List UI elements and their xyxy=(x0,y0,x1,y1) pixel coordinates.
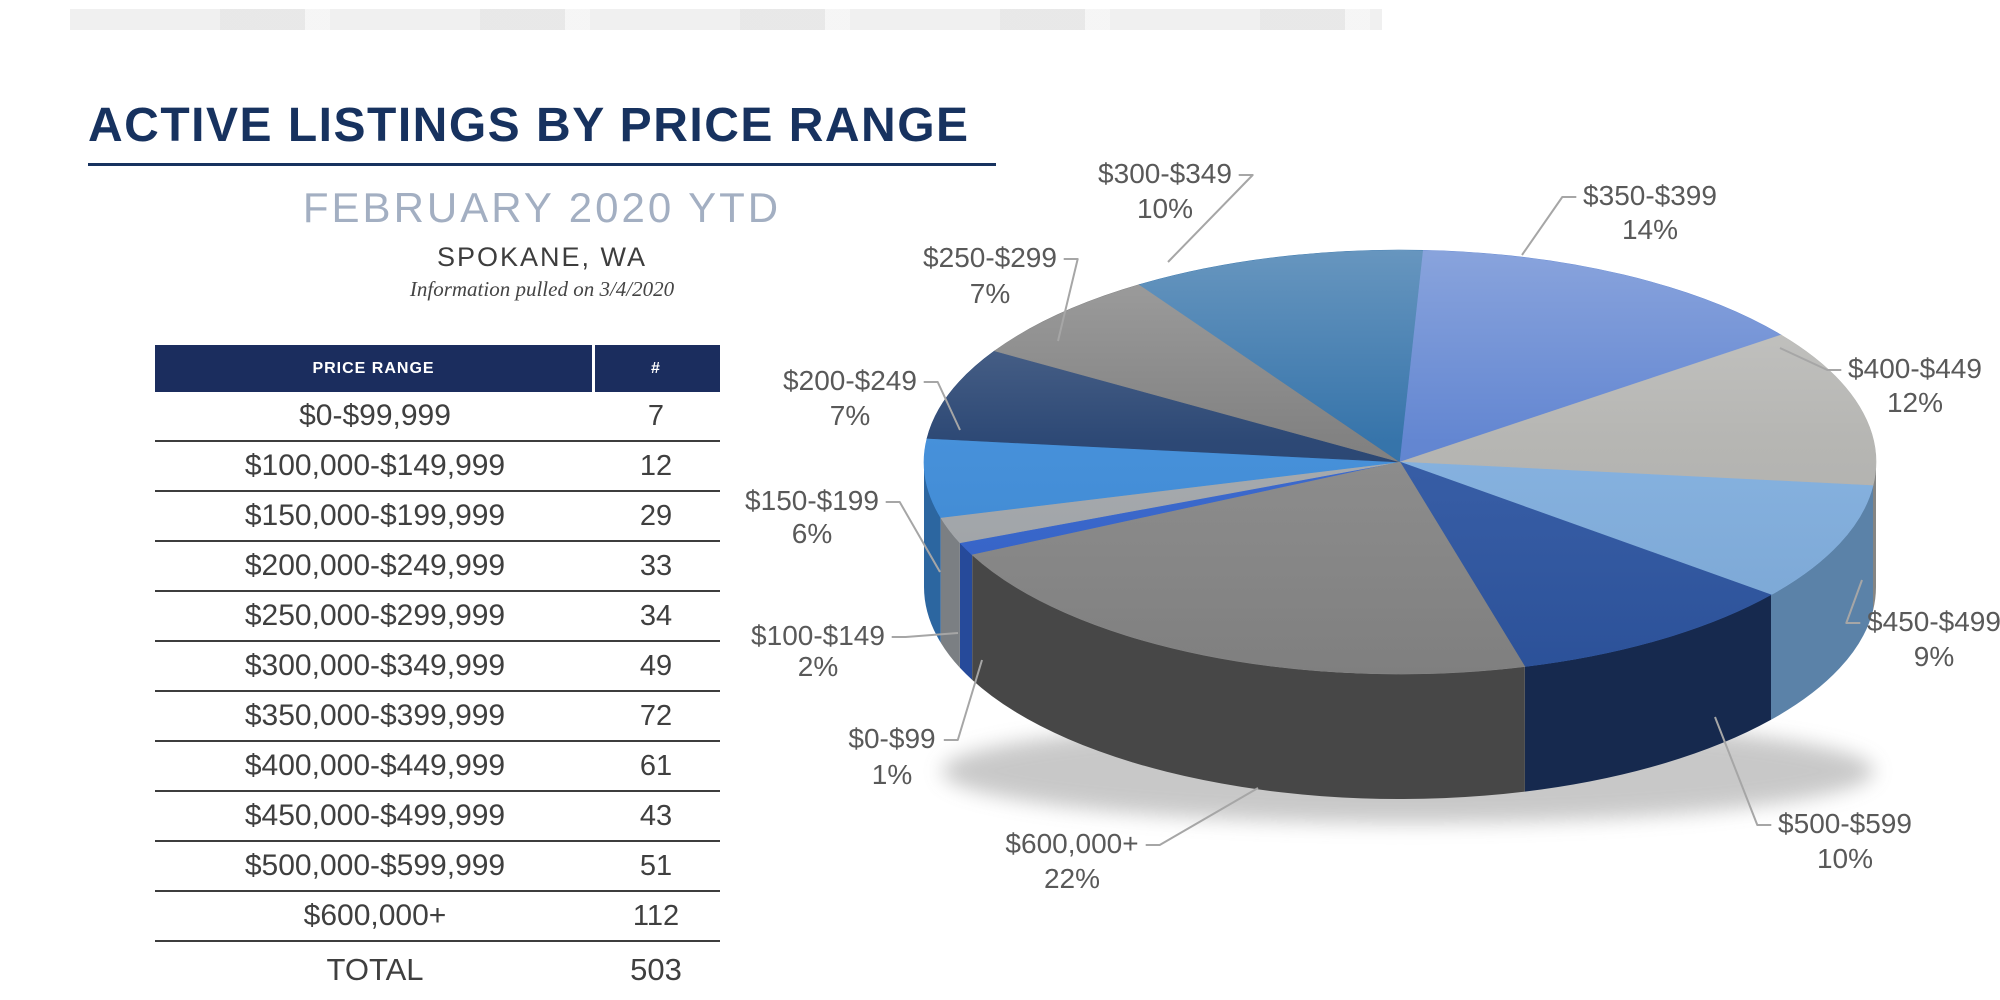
count-cell: 61 xyxy=(639,749,673,782)
pie-label-range-$350-$399: $350-$399 xyxy=(1583,180,1717,211)
price-range-cell: $200,000-$249,999 xyxy=(244,549,506,582)
table-row: $100,000-$149,999 12 xyxy=(155,442,720,492)
pie-leader-$300-$349 xyxy=(1167,174,1254,263)
count-cell: 34 xyxy=(639,599,673,632)
pie-slice-side-$500-$599 xyxy=(1524,594,1771,792)
pie-label-range-$250-$299: $250-$299 xyxy=(923,242,1057,273)
pie-label-range-$100-$149: $100-$149 xyxy=(751,620,885,651)
pie-label-range-$0-$99: $0-$99 xyxy=(848,723,935,754)
table-row: $200,000-$249,999 33 xyxy=(155,542,720,592)
count-cell: 12 xyxy=(639,449,673,482)
pie-label-range-$600,000+: $600,000+ xyxy=(1005,828,1138,859)
total-value: 503 xyxy=(630,952,682,987)
column-header-price-range: PRICE RANGE xyxy=(155,345,595,392)
pulled-date-note: Information pulled on 3/4/2020 xyxy=(409,277,675,301)
table-body: $0-$99,999 7 $100,000-$149,999 12 $150,000-$… xyxy=(155,392,720,942)
table-row: $300,000-$349,999 49 xyxy=(155,642,720,692)
table-row: $400,000-$449,999 61 xyxy=(155,742,720,792)
column-header-count: # xyxy=(651,359,661,377)
top-faint-strip xyxy=(70,9,1382,30)
price-range-cell: $600,000+ xyxy=(303,899,447,932)
pie-leader-$350-$399 xyxy=(1521,196,1577,256)
table-header-row: PRICE RANGE # xyxy=(155,345,720,392)
pie-label-pct-$0-$99: 1% xyxy=(872,759,912,790)
price-range-cell: $150,000-$199,999 xyxy=(244,499,506,532)
total-label: TOTAL xyxy=(326,952,424,987)
pie-slice-side-$400-$449 xyxy=(1873,462,1876,611)
pie-label-pct-$100-$149: 2% xyxy=(798,651,838,682)
count-cell: 112 xyxy=(632,899,680,932)
table-row: $500,000-$599,999 51 xyxy=(155,842,720,892)
price-range-cell: $300,000-$349,999 xyxy=(244,649,506,682)
count-cell: 51 xyxy=(639,849,673,882)
count-cell: 7 xyxy=(647,399,665,432)
title-block: ACTIVE LISTINGS BY PRICE RANGE xyxy=(88,98,996,166)
pie-label-pct-$400-$449: 12% xyxy=(1887,387,1943,418)
location-label: SPOKANE, WA xyxy=(436,242,648,272)
price-range-cell: $350,000-$399,999 xyxy=(244,699,506,732)
pie-label-range-$200-$249: $200-$249 xyxy=(783,365,917,396)
pie-slice-side-$100-$149 xyxy=(940,517,960,668)
count-cell: 49 xyxy=(639,649,673,682)
count-cell: 72 xyxy=(639,699,673,732)
pie-slice-side-$450-$499 xyxy=(1771,485,1873,720)
pie-leader-$100-$149 xyxy=(891,632,959,638)
pie-label-range-$300-$349: $300-$349 xyxy=(1098,158,1232,189)
page-subtitle: FEBRUARY 2020 YTD xyxy=(302,184,782,231)
table-row: $250,000-$299,999 34 xyxy=(155,592,720,642)
price-range-cell: $100,000-$149,999 xyxy=(244,449,506,482)
pie-leader-$450-$499 xyxy=(1845,579,1863,624)
pie-label-pct-$150-$199: 6% xyxy=(792,518,832,549)
price-range-cell: $400,000-$449,999 xyxy=(244,749,506,782)
price-range-table: PRICE RANGE # $0-$99,999 7 $100,000-$149,9… xyxy=(155,345,720,998)
pie-slice-side-$150-$199 xyxy=(924,462,941,643)
table-total-row: TOTAL 503 xyxy=(155,942,720,998)
pie-leader-$400-$449 xyxy=(1779,347,1842,371)
pie-leader-$0-$99 xyxy=(943,659,983,741)
pie-leader-$150-$199 xyxy=(885,501,941,573)
pie-leader-$200-$249 xyxy=(923,381,961,431)
count-cell: 43 xyxy=(639,799,673,832)
pie-label-range-$400-$449: $400-$449 xyxy=(1848,353,1982,384)
pie-label-pct-$450-$499: 9% xyxy=(1914,641,1954,672)
pie-slice-side-$0-$99 xyxy=(959,542,973,680)
pie-label-range-$150-$199: $150-$199 xyxy=(745,485,879,516)
table-row: $600,000+ 112 xyxy=(155,892,720,942)
pie-leader-$500-$599 xyxy=(1714,716,1772,826)
price-range-cell: $500,000-$599,999 xyxy=(244,849,506,882)
table-row: $150,000-$199,999 29 xyxy=(155,492,720,542)
pie-leader-$600,000+ xyxy=(1145,787,1259,846)
pie-label-pct-$500-$599: 10% xyxy=(1817,843,1873,874)
pie-leader-$250-$299 xyxy=(1057,258,1079,342)
table-row: $450,000-$499,999 43 xyxy=(155,792,720,842)
table-row: $350,000-$399,999 72 xyxy=(155,692,720,742)
pie-label-pct-$250-$299: 7% xyxy=(970,278,1010,309)
pie-label-pct-$350-$399: 14% xyxy=(1622,214,1678,245)
page-title: ACTIVE LISTINGS BY PRICE RANGE xyxy=(88,99,970,152)
pie-label-pct-$600,000+: 22% xyxy=(1044,863,1100,894)
count-cell: 29 xyxy=(639,499,673,532)
pie-label-pct-$300-$349: 10% xyxy=(1137,193,1193,224)
pie-top-sheen xyxy=(924,250,1876,674)
pie-slice-side-$600,000+ xyxy=(972,554,1525,800)
table-row: $0-$99,999 7 xyxy=(155,392,720,442)
pie-label-range-$500-$599: $500-$599 xyxy=(1778,808,1912,839)
pie-label-range-$450-$499: $450-$499 xyxy=(1867,606,2000,637)
count-cell: 33 xyxy=(639,549,673,582)
price-range-cell: $0-$99,999 xyxy=(299,399,451,432)
price-range-cell: $450,000-$499,999 xyxy=(244,799,506,832)
pie-label-pct-$200-$249: 7% xyxy=(830,400,870,431)
price-range-cell: $250,000-$299,999 xyxy=(244,599,506,632)
